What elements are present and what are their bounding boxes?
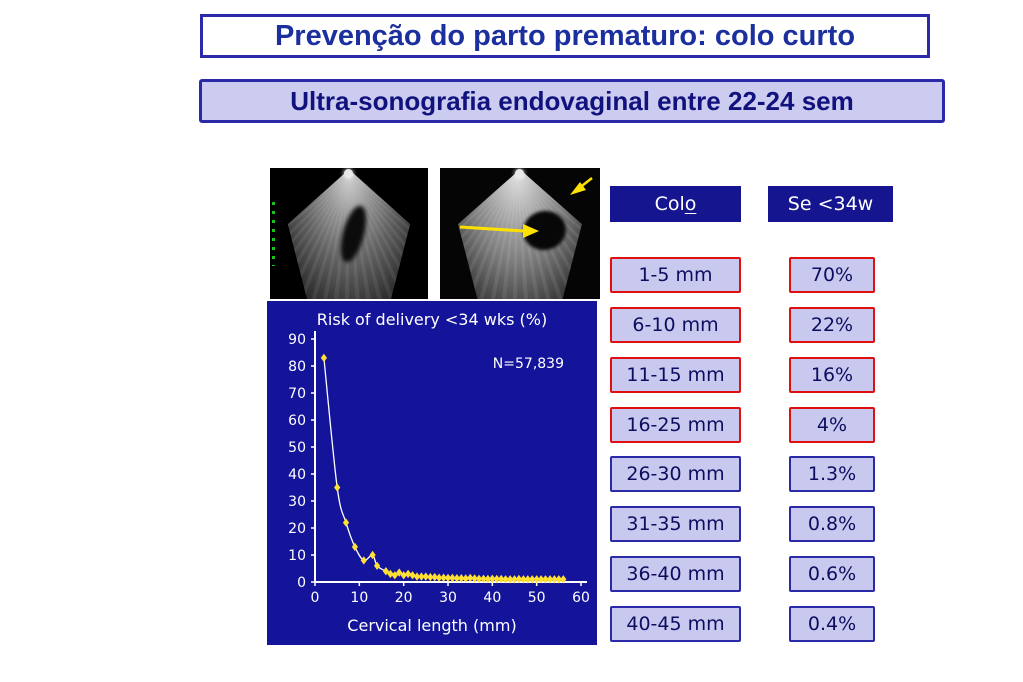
risk-value-cell: 70% (789, 257, 875, 293)
cervical-range-cell: 40-45 mm (610, 606, 741, 642)
svg-text:20: 20 (395, 590, 413, 606)
risk-chart-panel: Risk of delivery <34 wks (%) N=57,839 0 1… (267, 301, 597, 645)
cervical-range-cell: 36-40 mm (610, 556, 741, 592)
svg-text:90: 90 (288, 332, 306, 348)
svg-text:50: 50 (528, 590, 546, 606)
cervical-range-cell: 6-10 mm (610, 307, 741, 343)
colo-label-prefix: Col (654, 193, 685, 215)
column-header-risk: Se <34w (768, 186, 893, 222)
svg-text:80: 80 (288, 359, 306, 375)
ultrasound-image-1 (270, 168, 428, 299)
slide-title: Prevenção do parto prematuro: colo curto (274, 19, 856, 52)
risk-value-cell: 16% (789, 357, 875, 393)
svg-text:50: 50 (288, 440, 306, 456)
sample-size-annotation: N=57,839 (492, 356, 564, 372)
probe-highlight (515, 169, 525, 179)
risk-header-label: Se <34w (787, 193, 874, 215)
slide-title-box: Prevenção do parto prematuro: colo curto (200, 14, 930, 58)
svg-text:0: 0 (297, 575, 306, 591)
risk-value-cell: 1.3% (789, 456, 875, 492)
column-header-colo: Col o (610, 186, 741, 222)
svg-text:40: 40 (483, 590, 501, 606)
risk-value-cell: 22% (789, 307, 875, 343)
svg-text:10: 10 (350, 590, 368, 606)
annotation-arrows-icon (459, 177, 593, 238)
svg-text:60: 60 (572, 590, 590, 606)
chart-canvas: 0 10 20 30 40 50 60 70 80 90 0 10 20 30 40 50 60 (288, 331, 590, 606)
cervical-range-cell: 26-30 mm (610, 456, 741, 492)
chart-x-axis-label: Cervical length (mm) (347, 616, 517, 635)
svg-text:20: 20 (288, 521, 306, 537)
probe-highlight (344, 169, 354, 179)
risk-value-cell: 0.6% (789, 556, 875, 592)
svg-text:70: 70 (288, 386, 306, 402)
svg-text:30: 30 (439, 590, 457, 606)
ultrasound-image-2 (440, 168, 600, 299)
svg-text:30: 30 (288, 494, 306, 510)
risk-value-cell: 0.8% (789, 506, 875, 542)
chart-title: Risk of delivery <34 wks (%) (316, 310, 548, 329)
cervical-range-cell: 11-15 mm (610, 357, 741, 393)
svg-text:40: 40 (288, 467, 306, 483)
svg-text:10: 10 (288, 548, 306, 564)
scale-ticks (272, 202, 275, 266)
svg-text:0: 0 (311, 590, 320, 606)
cervical-range-cell: 1-5 mm (610, 257, 741, 293)
slide-subtitle: Ultra-sonografia endovaginal entre 22-24… (290, 85, 854, 116)
risk-value-cell: 0.4% (789, 606, 875, 642)
risk-value-cell: 4% (789, 407, 875, 443)
slide-subtitle-box: Ultra-sonografia endovaginal entre 22-24… (199, 79, 945, 123)
colo-label-underlined: o (684, 193, 697, 215)
cervical-range-cell: 31-35 mm (610, 506, 741, 542)
cervical-range-cell: 16-25 mm (610, 407, 741, 443)
svg-text:60: 60 (288, 413, 306, 429)
